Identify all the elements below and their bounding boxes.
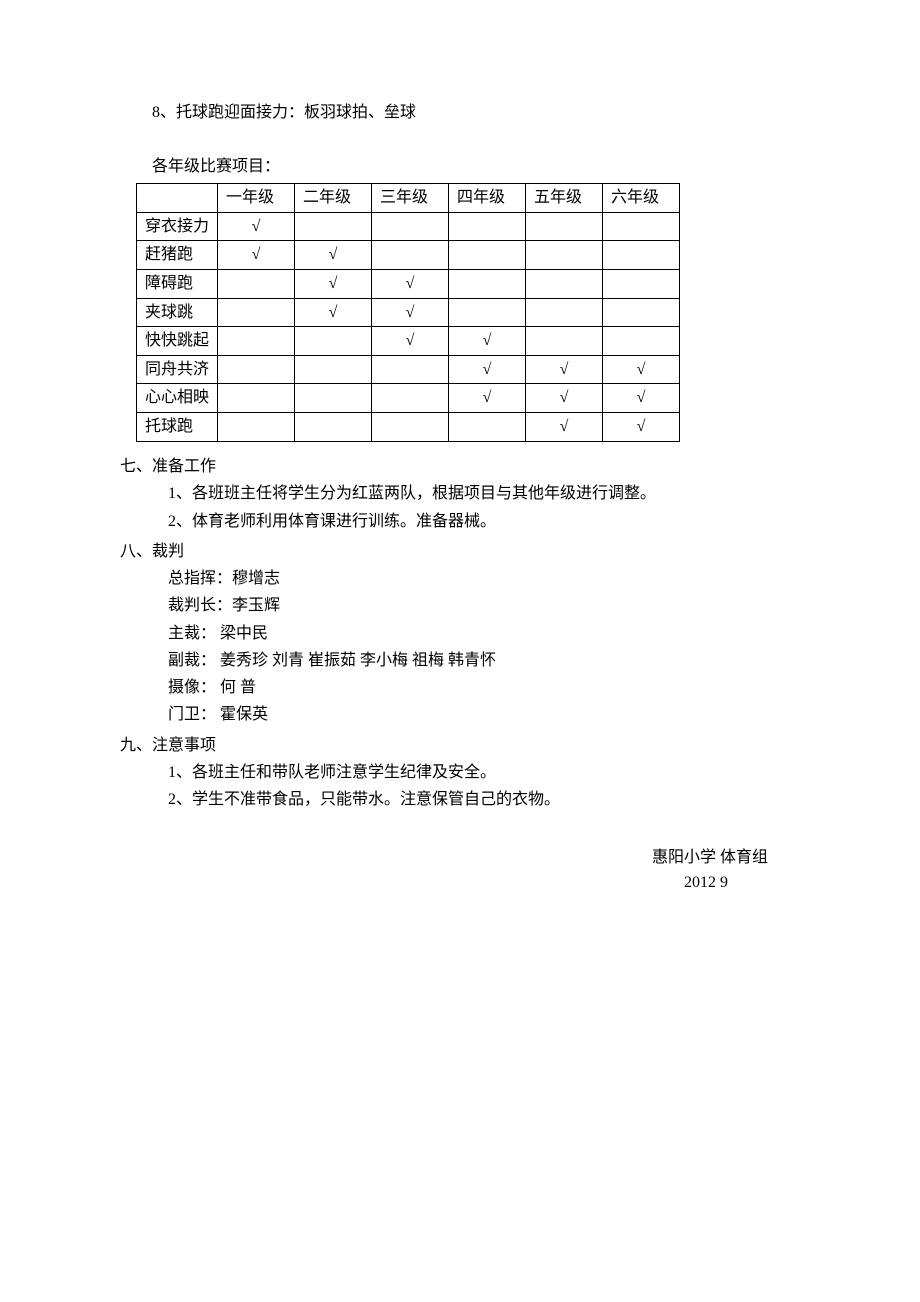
check-cell [218,327,295,356]
row-label-cell: 快快跳起 [137,327,218,356]
check-cell [218,269,295,298]
check-cell [218,412,295,441]
check-cell [449,241,526,270]
check-cell: √ [603,355,680,384]
item-8-text: 8、托球跑迎面接力：板羽球拍、垒球 [152,100,800,126]
table-header-cell: 四年级 [449,184,526,213]
check-cell [526,298,603,327]
check-cell: √ [449,327,526,356]
check-cell: √ [218,241,295,270]
table-row: 托球跑 √√ [137,412,680,441]
table-header-row: 一年级二年级三年级四年级五年级六年级 [137,184,680,213]
section-item: 2、学生不准带食品，只能带水。注意保管自己的衣物。 [168,787,800,813]
check-cell [603,327,680,356]
check-cell [526,269,603,298]
row-label-cell: 托球跑 [137,412,218,441]
check-cell [372,241,449,270]
check-cell: √ [372,327,449,356]
check-cell [295,327,372,356]
check-cell [526,241,603,270]
section-8-heading: 八、裁判 [120,539,800,565]
check-cell: √ [449,355,526,384]
check-cell [372,355,449,384]
row-label-cell: 障碍跑 [137,269,218,298]
check-cell [449,269,526,298]
signature-line: 惠阳小学 体育组 [120,845,768,871]
table-header-cell: 一年级 [218,184,295,213]
check-cell: √ [218,212,295,241]
check-cell [218,384,295,413]
section-item: 主裁： 梁中民 [168,621,800,647]
table-row: 快快跳起 √√ [137,327,680,356]
table-header-cell: 六年级 [603,184,680,213]
table-header-cell [137,184,218,213]
check-cell [603,298,680,327]
section-item: 副裁： 姜秀珍 刘青 崔振茹 李小梅 祖梅 韩青怀 [168,648,800,674]
check-cell [218,355,295,384]
check-cell [603,269,680,298]
check-cell [449,298,526,327]
check-cell: √ [295,298,372,327]
section-item: 1、各班班主任将学生分为红蓝两队，根据项目与其他年级进行调整。 [168,481,800,507]
check-cell [449,412,526,441]
section-item: 2、体育老师利用体育课进行训练。准备器械。 [168,509,800,535]
check-cell [526,212,603,241]
check-cell: √ [526,355,603,384]
table-header-cell: 五年级 [526,184,603,213]
table-row: 穿衣接力√ [137,212,680,241]
check-cell [526,327,603,356]
section-item: 总指挥：穆增志 [168,566,800,592]
check-cell [372,212,449,241]
table-intro: 各年级比赛项目： [152,154,800,180]
check-cell [295,384,372,413]
grade-events-table: 一年级二年级三年级四年级五年级六年级 穿衣接力√赶猪跑√√障碍跑√√夹球跳√√快… [136,183,680,441]
section-item: 门卫： 霍保英 [168,702,800,728]
table-row: 心心相映√√√ [137,384,680,413]
check-cell [449,212,526,241]
section-item: 1、各班主任和带队老师注意学生纪律及安全。 [168,760,800,786]
check-cell [295,212,372,241]
table-row: 同舟共济√√√ [137,355,680,384]
section-7-heading: 七、准备工作 [120,454,800,480]
row-label-cell: 同舟共济 [137,355,218,384]
date-line: 2012 9 [120,870,728,896]
check-cell [372,412,449,441]
section-item: 摄像： 何 普 [168,675,800,701]
table-row: 赶猪跑√√ [137,241,680,270]
section-item: 裁判长：李玉辉 [168,593,800,619]
check-cell: √ [372,269,449,298]
check-cell: √ [526,412,603,441]
check-cell: √ [295,269,372,298]
check-cell: √ [603,412,680,441]
check-cell: √ [603,384,680,413]
check-cell [218,298,295,327]
check-cell [603,212,680,241]
table-header-cell: 三年级 [372,184,449,213]
check-cell [295,412,372,441]
check-cell: √ [372,298,449,327]
check-cell [295,355,372,384]
row-label-cell: 心心相映 [137,384,218,413]
check-cell: √ [526,384,603,413]
section-9-heading: 九、注意事项 [120,733,800,759]
check-cell [372,384,449,413]
table-header-cell: 二年级 [295,184,372,213]
check-cell: √ [295,241,372,270]
row-label-cell: 穿衣接力 [137,212,218,241]
check-cell [603,241,680,270]
row-label-cell: 夹球跳 [137,298,218,327]
check-cell: √ [449,384,526,413]
table-row: 夹球跳 √√ [137,298,680,327]
table-row: 障碍跑 √√ [137,269,680,298]
row-label-cell: 赶猪跑 [137,241,218,270]
